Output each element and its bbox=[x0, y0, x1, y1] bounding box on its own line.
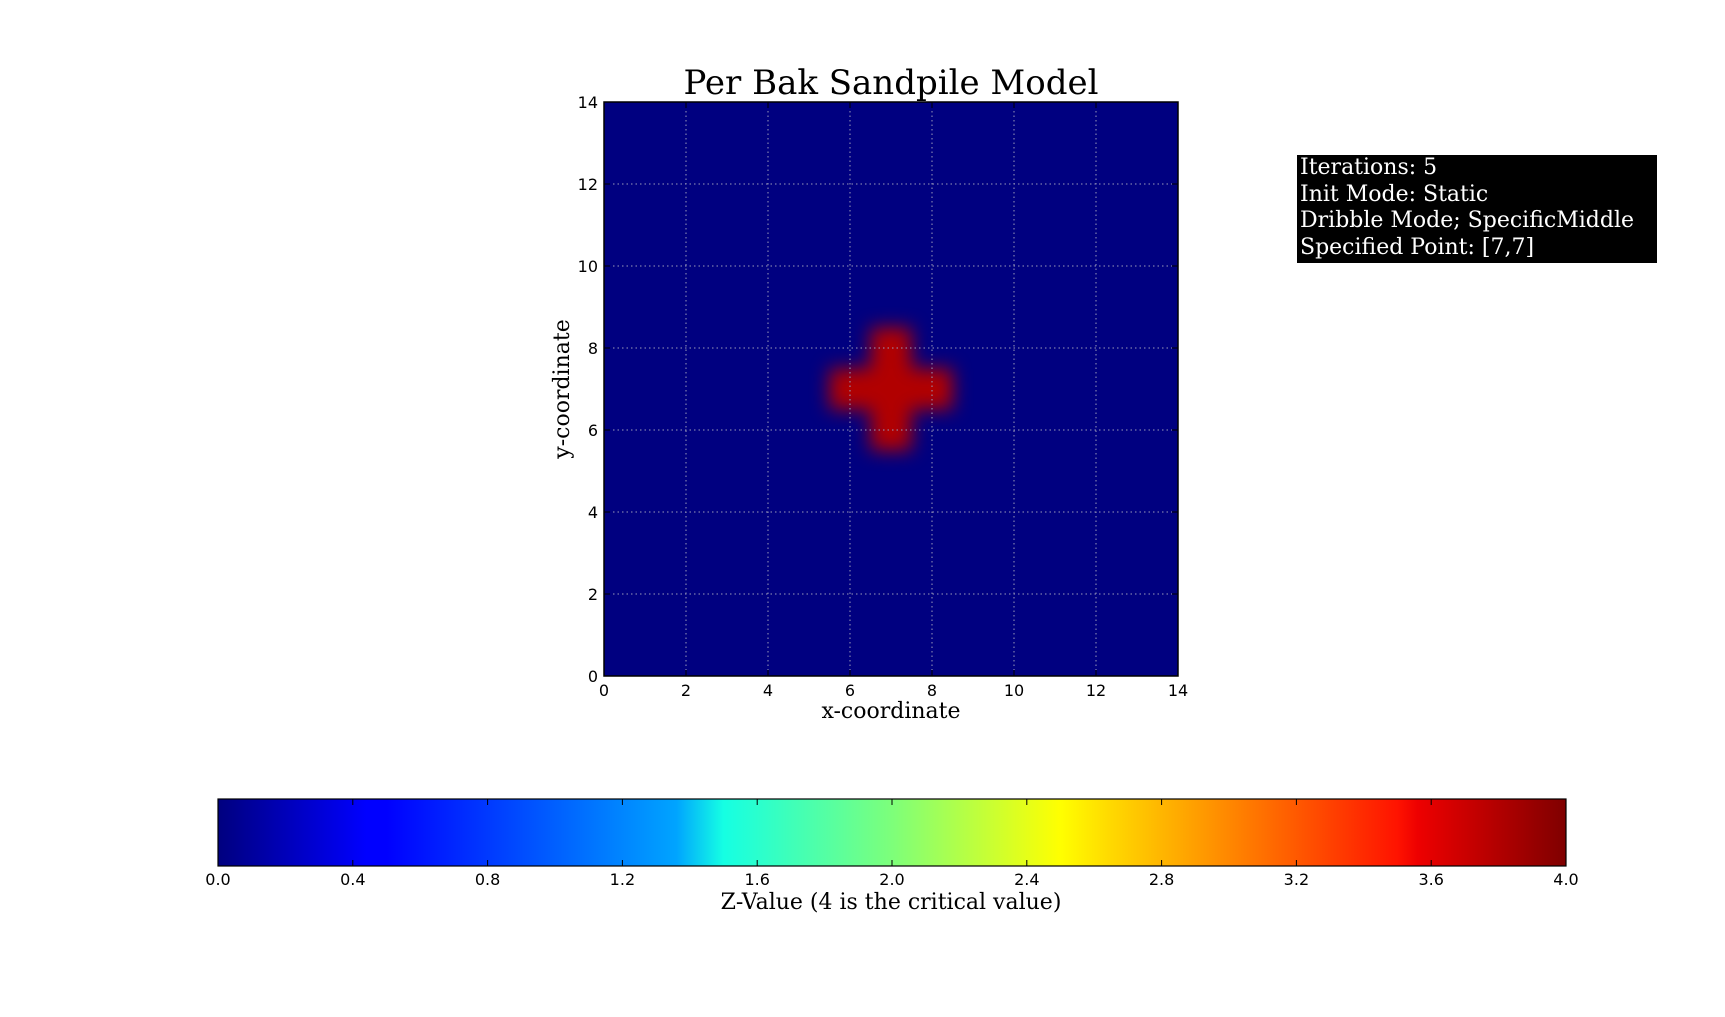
y-axis-label: y-coordinate bbox=[550, 319, 575, 459]
y-tick-label: 10 bbox=[578, 257, 598, 276]
info-box: Iterations: 5 Init Mode: Static Dribble … bbox=[1297, 155, 1657, 263]
colorbar-tick-label: 3.6 bbox=[1418, 870, 1443, 889]
colorbar-tick-label: 1.2 bbox=[610, 870, 635, 889]
y-tick-label: 0 bbox=[588, 667, 598, 686]
x-axis-label: x-coordinate bbox=[821, 699, 960, 724]
x-tick-label: 12 bbox=[1086, 681, 1106, 700]
x-tick-label: 2 bbox=[681, 681, 691, 700]
x-tick-label: 6 bbox=[845, 681, 855, 700]
x-axis-ticks: 0 2 4 6 8 10 12 14 bbox=[599, 102, 1188, 700]
colorbar-tick-label: 2.0 bbox=[879, 870, 904, 889]
colorbar-tick-label: 0.0 bbox=[205, 870, 230, 889]
y-tick-label: 12 bbox=[578, 175, 598, 194]
colorbar-tick-label: 3.2 bbox=[1284, 870, 1309, 889]
x-tick-label: 14 bbox=[1168, 681, 1188, 700]
colorbar-tick-label: 0.4 bbox=[340, 870, 365, 889]
heatmap-cell bbox=[829, 368, 871, 410]
colorbar-ticks: 0.0 0.4 0.8 1.2 1.6 2.0 2.4 2.8 3.2 3.6 4.0 bbox=[205, 799, 1579, 889]
heatmap-cell bbox=[870, 327, 912, 369]
x-tick-label: 0 bbox=[599, 681, 609, 700]
y-tick-label: 14 bbox=[578, 93, 598, 112]
info-iterations: Iterations: 5 bbox=[1300, 155, 1438, 180]
colorbar-tick-label: 1.6 bbox=[744, 870, 769, 889]
info-dribble-mode: Dribble Mode; SpecificMiddle bbox=[1300, 208, 1634, 233]
colorbar-tick-label: 2.8 bbox=[1149, 870, 1174, 889]
colorbar-label: Z-Value (4 is the critical value) bbox=[721, 890, 1062, 915]
y-axis-ticks: 0 2 4 6 8 10 12 14 bbox=[578, 93, 1178, 686]
colorbar-tick-label: 4.0 bbox=[1553, 870, 1578, 889]
colorbar bbox=[217, 798, 1567, 867]
chart-title: Per Bak Sandpile Model bbox=[684, 63, 1099, 103]
x-tick-label: 8 bbox=[927, 681, 937, 700]
info-init-mode: Init Mode: Static bbox=[1300, 181, 1489, 207]
plot-frame bbox=[603, 101, 1179, 677]
heatmap-cell bbox=[911, 368, 953, 410]
heatmap-cell bbox=[870, 409, 912, 451]
y-tick-label: 6 bbox=[588, 421, 598, 440]
colorbar-tick-label: 0.8 bbox=[475, 870, 500, 889]
y-tick-label: 4 bbox=[588, 503, 598, 522]
y-tick-label: 8 bbox=[588, 339, 598, 358]
info-specified-point: Specified Point: [7,7] bbox=[1300, 234, 1535, 260]
grid-lines bbox=[604, 102, 1178, 676]
x-tick-label: 10 bbox=[1004, 681, 1024, 700]
heatmap-cell bbox=[870, 368, 912, 410]
colorbar-tick-label: 2.4 bbox=[1014, 870, 1039, 889]
y-tick-label: 2 bbox=[588, 585, 598, 604]
heatmap-cells bbox=[829, 327, 953, 451]
x-tick-label: 4 bbox=[763, 681, 773, 700]
